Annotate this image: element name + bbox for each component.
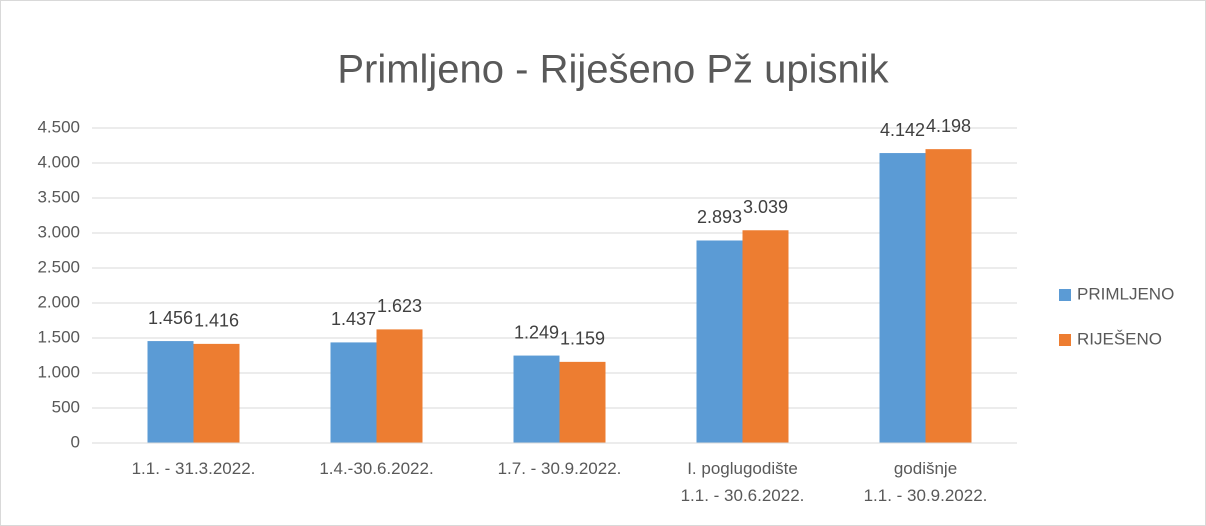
y-tick-label: 4.500: [37, 117, 80, 136]
data-label: 1.456: [148, 308, 193, 328]
data-label: 1.623: [377, 296, 422, 316]
data-label: 1.416: [194, 311, 239, 331]
data-label: 4.198: [926, 116, 971, 136]
y-tick-label: 2.500: [37, 257, 80, 276]
x-tick-label: 1.1. - 31.3.2022.: [132, 459, 256, 478]
bar: [330, 342, 377, 443]
bar: [879, 153, 926, 443]
y-tick-label: 2.000: [37, 292, 80, 311]
y-tick-label: 4.000: [37, 152, 80, 171]
y-tick-label: 1.000: [37, 362, 80, 381]
data-label: 1.159: [560, 329, 605, 349]
y-tick-label: 1.500: [37, 327, 80, 346]
bar: [559, 361, 606, 443]
legend-swatch: [1059, 289, 1071, 301]
bar: [376, 329, 423, 443]
x-tick-label: I. poglugodište 1.1. - 30.6.2022.: [681, 459, 805, 505]
chart-title: Primljeno - Riješeno Pž upisnik: [337, 48, 889, 92]
y-tick-label: 3.000: [37, 222, 80, 241]
data-label: 4.142: [880, 120, 925, 140]
data-label: 1.437: [331, 309, 376, 329]
x-tick-label: godišnje 1.1. - 30.9.2022.: [864, 459, 988, 505]
data-label: 3.039: [743, 197, 788, 217]
x-tick-label: 1.4.-30.6.2022.: [319, 459, 433, 478]
bar: [513, 355, 560, 443]
y-tick-label: 500: [52, 397, 80, 416]
bar: [147, 341, 194, 443]
y-tick-label: 0: [71, 432, 80, 451]
y-tick-label: 3.500: [37, 187, 80, 206]
x-tick-label: 1.7. - 30.9.2022.: [498, 459, 622, 478]
data-label: 1.249: [514, 322, 559, 342]
legend-label: RIJEŠENO: [1077, 329, 1162, 348]
data-label: 2.893: [697, 207, 742, 227]
bar: [193, 343, 240, 443]
legend-label: PRIMLJENO: [1077, 284, 1174, 303]
bar: [696, 240, 743, 443]
bar: [925, 149, 972, 443]
legend-swatch: [1059, 334, 1071, 346]
bar: [742, 230, 789, 443]
